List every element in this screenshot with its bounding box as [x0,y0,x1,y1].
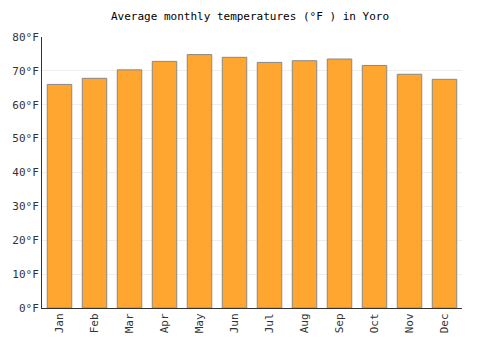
svg-text:40°F: 40°F [12,166,39,179]
svg-text:Jul: Jul [263,313,276,333]
svg-text:Aug: Aug [298,313,311,333]
svg-text:0°F: 0°F [19,302,39,315]
svg-text:Oct: Oct [368,313,381,333]
svg-text:Nov: Nov [403,313,416,333]
svg-text:Mar: Mar [123,313,136,333]
svg-text:Apr: Apr [158,313,171,333]
svg-text:Feb: Feb [88,313,101,333]
svg-text:80°F: 80°F [12,31,39,44]
svg-text:Dec: Dec [438,313,451,333]
svg-text:May: May [193,313,206,333]
svg-text:30°F: 30°F [12,200,39,213]
svg-text:10°F: 10°F [12,268,39,281]
svg-text:Jun: Jun [228,313,241,333]
svg-text:50°F: 50°F [12,132,39,145]
svg-text:Average monthly temperatures (: Average monthly temperatures (°F ) in Yo… [111,10,389,23]
svg-text:Jan: Jan [53,313,66,333]
svg-text:Sep: Sep [333,313,346,333]
svg-text:20°F: 20°F [12,234,39,247]
svg-text:60°F: 60°F [12,99,39,112]
svg-text:70°F: 70°F [12,65,39,78]
